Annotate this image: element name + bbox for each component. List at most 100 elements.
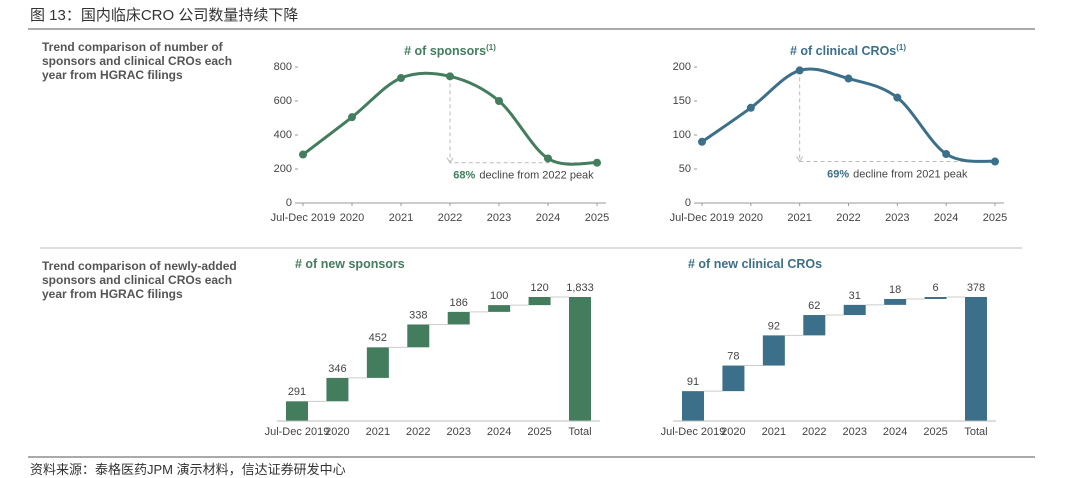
y-tick-label: 150 [673, 95, 691, 107]
x-tick-label: 2025 [923, 426, 947, 438]
x-tick-label: Jul-Dec 2019 [670, 212, 735, 224]
annotation-arrow [446, 157, 454, 164]
data-label: 18 [889, 284, 901, 296]
chart-title: # of sponsors(1) [404, 43, 496, 58]
y-tick-label: 100 [673, 129, 691, 141]
point [893, 93, 902, 102]
bar [407, 324, 430, 348]
bar [286, 401, 308, 421]
y-tick-label: 800 [274, 61, 292, 73]
data-label: 92 [768, 320, 780, 332]
bar [965, 297, 987, 421]
point [446, 72, 454, 81]
data-label: 1,833 [566, 282, 594, 294]
annotation: 69% decline from 2021 peak [827, 168, 968, 180]
bar [447, 311, 470, 325]
point [844, 74, 853, 83]
data-label: 346 [328, 363, 346, 375]
x-tick-label: 2023 [446, 426, 470, 438]
figure-title: 图 13：国内临床CRO 公司数量持续下降 [30, 7, 299, 24]
point [942, 150, 951, 159]
x-tick-label: 2023 [487, 212, 511, 224]
x-tick-label: 2021 [389, 212, 413, 224]
annotation: 68% decline from 2022 peak [453, 170, 594, 182]
x-tick-label: 2023 [842, 426, 866, 438]
source: 资料来源：泰格医药JPM 演示材料，信达证券研发中心 [30, 462, 346, 477]
chart-title: # of clinical CROs(1) [790, 43, 906, 58]
bar [569, 297, 591, 421]
bar [326, 377, 349, 402]
point [746, 103, 755, 112]
bar [884, 298, 907, 305]
data-label: 291 [288, 386, 306, 398]
data-label: 6 [933, 282, 939, 294]
data-label: 78 [727, 350, 739, 362]
annotation-line [449, 76, 597, 164]
data-label: 100 [490, 290, 508, 302]
point [593, 158, 601, 167]
x-tick-label: Jul-Dec 2019 [271, 212, 336, 224]
y-tick-label: 0 [685, 197, 691, 209]
x-tick-label: Jul-Dec 2019 [661, 426, 726, 438]
point [348, 113, 356, 122]
x-tick-label: 2021 [366, 426, 390, 438]
line [701, 67, 996, 164]
x-tick-label: 2024 [487, 426, 511, 438]
bar [488, 305, 511, 312]
data-label: 31 [849, 290, 861, 302]
x-tick-label: Total [964, 426, 987, 438]
x-tick-label: 2022 [406, 426, 430, 438]
x-tick-label: 2021 [762, 426, 786, 438]
chart-title-text: # of sponsors [404, 44, 486, 58]
x-tick-label: 2022 [836, 212, 860, 224]
data-label: 452 [369, 332, 387, 344]
bar [528, 297, 551, 306]
y-tick-label: 50 [679, 163, 691, 175]
bar [843, 304, 866, 316]
x-tick-label: 2020 [721, 426, 745, 438]
annotation-highlight: 68% [453, 170, 475, 182]
bar [366, 347, 389, 378]
point [397, 74, 405, 83]
chart-title-note: (1) [896, 43, 906, 52]
chart-title-text: # of clinical CROs [790, 44, 896, 58]
x-tick-label: Jul-Dec 2019 [265, 426, 330, 438]
chart-title-note: (1) [486, 43, 496, 52]
row-label: Trend comparison of newly-added sponsors… [42, 259, 237, 301]
chart-title-text: # of new clinical CROs [688, 257, 822, 271]
data-label: 338 [409, 309, 427, 321]
y-tick-label: 200 [274, 163, 292, 175]
x-tick-label: 2025 [585, 212, 609, 224]
x-tick-label: 2022 [802, 426, 826, 438]
x-tick-label: 2022 [438, 212, 462, 224]
x-tick-label: 2020 [340, 212, 364, 224]
bar [682, 391, 704, 421]
chart-title-text: # of new sponsors [295, 257, 405, 271]
x-tick-label: 2024 [883, 426, 907, 438]
annotation-line [799, 70, 995, 163]
x-tick-label: 2023 [885, 212, 909, 224]
data-label: 378 [967, 282, 985, 294]
point [991, 157, 999, 166]
x-tick-label: Total [568, 426, 591, 438]
row-label: Trend comparison of number of sponsors a… [42, 40, 233, 82]
x-tick-label: 2020 [325, 426, 349, 438]
chart-title: # of new clinical CROs [688, 257, 822, 271]
annotation-arrow [796, 156, 804, 163]
chart-title: # of new sponsors [295, 257, 405, 271]
y-tick-label: 400 [274, 129, 292, 141]
x-tick-label: 2024 [536, 212, 560, 224]
annotation-highlight: 69% [827, 168, 849, 180]
x-tick-label: 2025 [527, 426, 551, 438]
bar [803, 315, 826, 336]
x-tick-label: 2021 [787, 212, 811, 224]
x-tick-label: 2024 [934, 212, 958, 224]
data-label: 120 [530, 282, 548, 294]
point [795, 66, 804, 75]
bar [924, 297, 947, 299]
data-label: 186 [450, 297, 468, 309]
bar [762, 335, 785, 366]
annotation-text: decline from 2021 peak [853, 168, 968, 180]
